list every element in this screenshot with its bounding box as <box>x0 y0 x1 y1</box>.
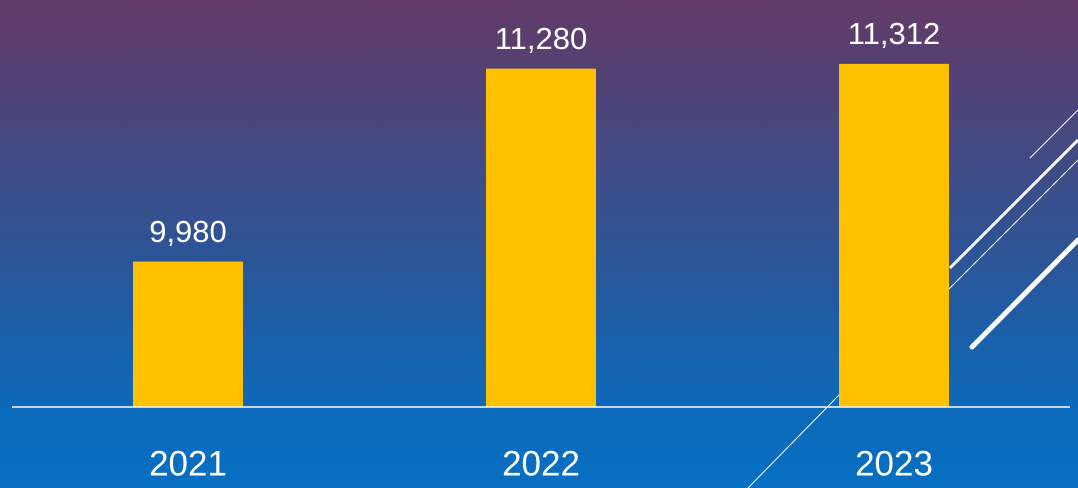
x-tick-label: 2021 <box>149 444 227 483</box>
x-tick-label: 2023 <box>855 444 933 483</box>
value-label: 11,280 <box>495 21 588 56</box>
value-label: 9,980 <box>149 214 227 249</box>
bar <box>839 63 949 407</box>
value-label: 11,312 <box>848 16 941 51</box>
bar <box>133 261 243 407</box>
bar <box>486 68 596 407</box>
x-tick-label: 2022 <box>502 444 580 483</box>
decoration <box>747 109 1078 488</box>
